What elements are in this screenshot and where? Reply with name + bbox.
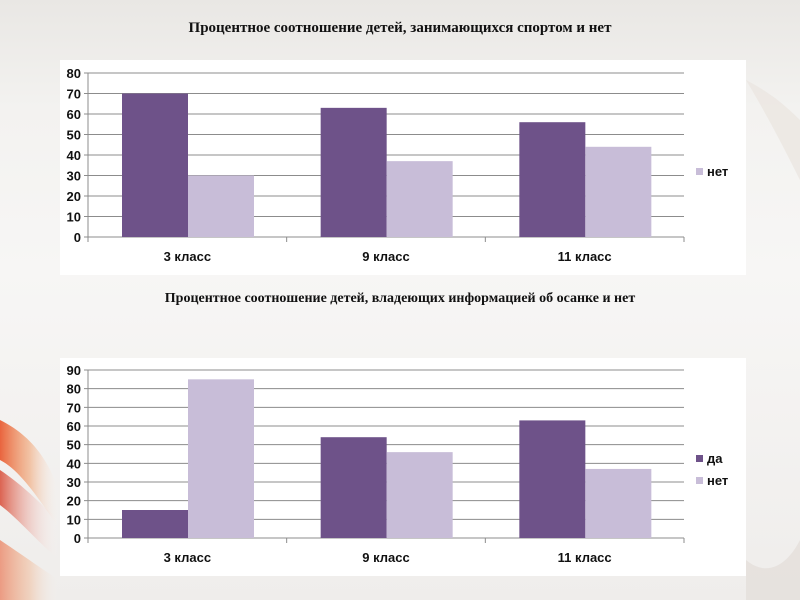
chart1-bar	[188, 175, 254, 237]
chart2-ytick-label: 10	[67, 512, 81, 527]
chart2-category-label: 9 класс	[362, 550, 409, 565]
chart1-ytick-label: 10	[67, 210, 81, 225]
chart2-ytick-label: 90	[67, 363, 81, 378]
chart2-bar	[386, 452, 453, 538]
chart2-ytick-label: 0	[74, 531, 81, 546]
chart2-ytick-label: 40	[67, 456, 81, 471]
chart2-legend-label: да	[707, 451, 723, 466]
chart2-bar	[320, 437, 387, 538]
chart2-ytick-label: 20	[67, 494, 81, 509]
chart2-ytick-label: 30	[67, 475, 81, 490]
chart2-panel: 0 10 20 30 40 50 60 70 80 90 3 класс 9 класс 11 клас…	[60, 358, 746, 576]
chart1-bar	[585, 146, 652, 237]
chart1-bar	[320, 107, 387, 237]
chart1-category-label: 9 класс	[362, 249, 409, 264]
chart2-bar	[585, 468, 652, 538]
chart1-ytick-label: 60	[67, 107, 81, 122]
chart1-ytick-label: 20	[67, 189, 81, 204]
chart1-category-label: 3 класс	[164, 249, 211, 264]
chart1-ytick-label: 50	[67, 128, 81, 143]
chart2-category-label: 3 класс	[164, 550, 211, 565]
chart2-title: Процентное соотношение детей, владеющих …	[164, 291, 636, 306]
chart1-ytick-label: 40	[67, 148, 81, 163]
chart2-legend-swatch	[696, 477, 703, 484]
chart2-legend-swatch	[696, 455, 703, 462]
chart2-ytick-label: 60	[67, 419, 81, 434]
chart1-ytick-label: 80	[67, 66, 81, 81]
chart2-ytick-label: 80	[67, 382, 81, 397]
chart2-legend-label: нет	[707, 473, 728, 488]
chart2-svg: 0 10 20 30 40 50 60 70 80 90 3 класс 9 класс 11 клас…	[67, 363, 729, 565]
chart2-ytick-label: 70	[67, 400, 81, 415]
chart2-bar	[122, 510, 188, 538]
chart1-legend-label: нет	[707, 164, 728, 179]
chart2-ytick-label: 50	[67, 438, 81, 453]
chart1-bar	[122, 93, 188, 237]
chart1-svg: 0 10 20 30 40 50 60 70 80 3 класс 9 класс 11 класс н…	[67, 66, 729, 264]
chart1-ytick-label: 30	[67, 169, 81, 184]
chart1-title: Процентное соотношение детей, занимающих…	[188, 20, 612, 36]
chart1-panel: 0 10 20 30 40 50 60 70 80 3 класс 9 класс 11 класс н…	[60, 60, 746, 275]
chart1-ytick-label: 70	[67, 87, 81, 102]
chart1-legend-swatch	[696, 168, 703, 175]
chart1-ytick-label: 0	[74, 230, 81, 245]
chart2-bar	[519, 420, 586, 538]
chart2-bar	[188, 379, 254, 538]
chart2-category-label: 11 класс	[558, 550, 612, 565]
chart1-bar	[519, 122, 586, 237]
chart1-bar	[386, 161, 453, 237]
chart1-category-label: 11 класс	[558, 249, 612, 264]
